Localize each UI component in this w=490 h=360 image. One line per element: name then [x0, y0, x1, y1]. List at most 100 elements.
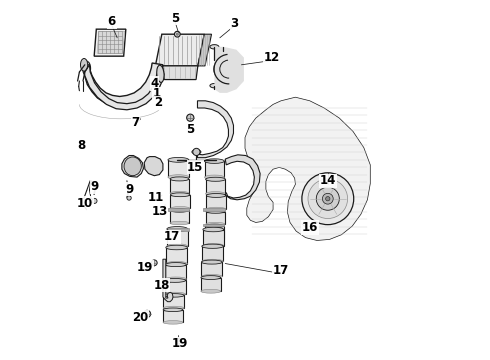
- Circle shape: [326, 197, 330, 201]
- Text: 8: 8: [77, 139, 85, 152]
- Circle shape: [187, 114, 194, 121]
- Bar: [168, 160, 189, 177]
- Bar: [202, 208, 225, 211]
- Circle shape: [127, 196, 131, 200]
- Ellipse shape: [168, 175, 189, 180]
- Ellipse shape: [206, 194, 226, 197]
- Ellipse shape: [204, 159, 224, 163]
- Text: 1: 1: [153, 87, 161, 100]
- Bar: [170, 179, 189, 193]
- Ellipse shape: [203, 227, 224, 232]
- Bar: [171, 195, 190, 208]
- Polygon shape: [245, 97, 370, 240]
- Text: 19: 19: [137, 261, 153, 274]
- Ellipse shape: [170, 177, 189, 181]
- Ellipse shape: [124, 157, 141, 176]
- Text: 12: 12: [264, 51, 280, 64]
- Ellipse shape: [164, 292, 186, 296]
- Ellipse shape: [166, 277, 186, 281]
- Polygon shape: [122, 156, 144, 177]
- Ellipse shape: [83, 61, 91, 76]
- Ellipse shape: [163, 294, 184, 297]
- Ellipse shape: [202, 259, 223, 264]
- Bar: [206, 195, 226, 209]
- Bar: [168, 208, 189, 211]
- Text: 9: 9: [90, 180, 98, 193]
- Circle shape: [308, 179, 347, 219]
- Polygon shape: [84, 63, 163, 106]
- Polygon shape: [97, 31, 125, 53]
- Ellipse shape: [210, 45, 219, 49]
- Ellipse shape: [201, 260, 222, 264]
- Circle shape: [316, 187, 339, 210]
- Text: 18: 18: [153, 279, 170, 292]
- Text: 17: 17: [273, 264, 289, 277]
- Polygon shape: [225, 155, 260, 200]
- Text: 3: 3: [230, 17, 238, 30]
- Polygon shape: [163, 66, 198, 80]
- Bar: [205, 226, 224, 239]
- Text: 5: 5: [171, 12, 179, 24]
- Circle shape: [155, 68, 158, 71]
- Ellipse shape: [206, 207, 226, 211]
- Bar: [204, 161, 224, 177]
- Ellipse shape: [201, 274, 222, 279]
- Text: 19: 19: [172, 337, 188, 350]
- Text: 13: 13: [151, 205, 168, 218]
- Ellipse shape: [166, 245, 187, 250]
- Ellipse shape: [163, 306, 184, 310]
- Bar: [166, 265, 186, 279]
- Text: 2: 2: [154, 96, 163, 109]
- Circle shape: [302, 173, 354, 225]
- Ellipse shape: [163, 321, 183, 324]
- Ellipse shape: [204, 175, 224, 180]
- Circle shape: [175, 338, 181, 344]
- Circle shape: [92, 198, 97, 203]
- Circle shape: [176, 33, 178, 35]
- Ellipse shape: [166, 262, 186, 267]
- Bar: [170, 210, 189, 223]
- Text: 7: 7: [131, 116, 139, 129]
- Ellipse shape: [170, 191, 189, 195]
- Text: 9: 9: [125, 183, 133, 195]
- Ellipse shape: [206, 177, 225, 181]
- Text: 10: 10: [76, 197, 93, 210]
- Text: 6: 6: [108, 15, 116, 28]
- Bar: [201, 262, 222, 276]
- Text: 11: 11: [147, 191, 164, 204]
- Bar: [202, 246, 223, 261]
- Text: 5: 5: [186, 123, 195, 136]
- Ellipse shape: [210, 84, 219, 88]
- Ellipse shape: [164, 279, 186, 282]
- Circle shape: [174, 31, 180, 37]
- Bar: [163, 310, 183, 323]
- Bar: [206, 179, 225, 194]
- Ellipse shape: [203, 243, 224, 248]
- Polygon shape: [197, 101, 233, 158]
- Ellipse shape: [163, 308, 183, 311]
- Polygon shape: [144, 157, 163, 176]
- Polygon shape: [198, 34, 212, 66]
- Text: 4: 4: [150, 77, 158, 90]
- Ellipse shape: [206, 222, 225, 226]
- Bar: [203, 230, 224, 246]
- Text: 14: 14: [319, 174, 336, 187]
- Polygon shape: [84, 65, 164, 110]
- Bar: [168, 229, 189, 231]
- Bar: [166, 248, 187, 264]
- Ellipse shape: [166, 261, 187, 266]
- Bar: [206, 212, 225, 224]
- Polygon shape: [215, 47, 244, 93]
- Bar: [167, 229, 188, 246]
- Polygon shape: [94, 29, 126, 56]
- Text: 15: 15: [187, 161, 203, 174]
- Circle shape: [193, 148, 200, 156]
- Ellipse shape: [201, 276, 220, 279]
- Circle shape: [153, 66, 160, 72]
- Circle shape: [151, 260, 157, 266]
- Ellipse shape: [192, 150, 201, 154]
- Ellipse shape: [206, 210, 225, 213]
- Bar: [163, 295, 184, 308]
- Ellipse shape: [206, 192, 225, 196]
- Ellipse shape: [170, 221, 189, 225]
